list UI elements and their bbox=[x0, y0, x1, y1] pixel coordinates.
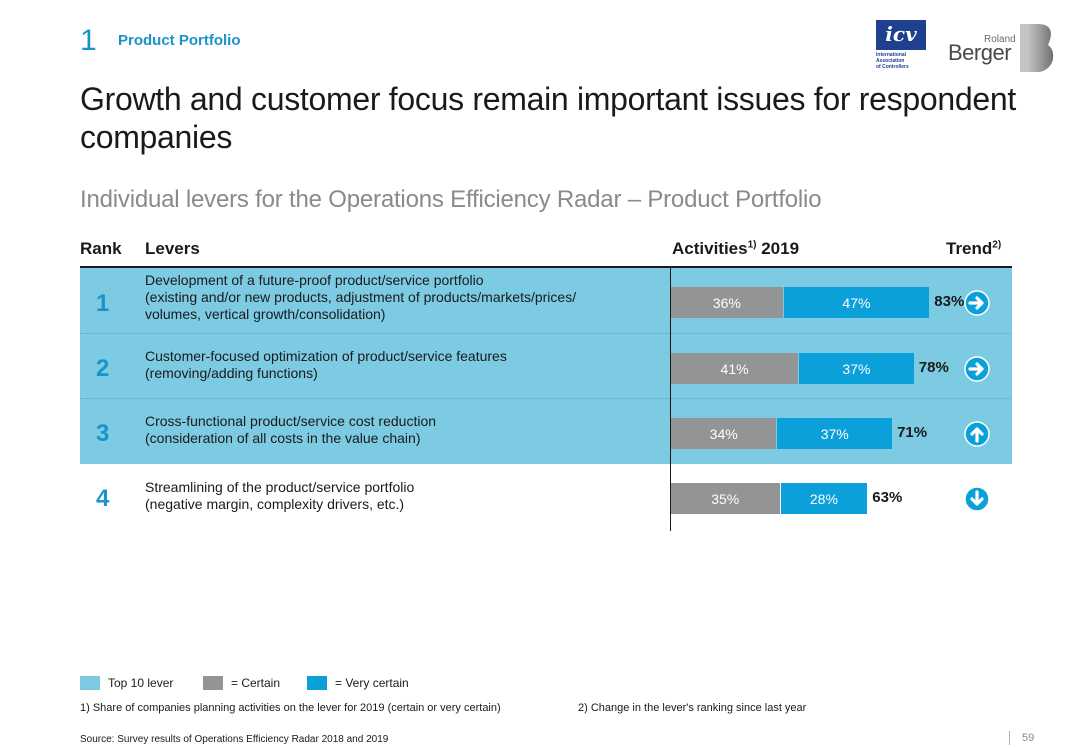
trend-up-icon bbox=[964, 421, 990, 447]
bar-total-label-3: 71% bbox=[897, 424, 928, 441]
bar-certain-4: 35% bbox=[671, 483, 780, 514]
lever-3-line-2: (consideration of all costs in the value… bbox=[145, 430, 421, 446]
col-header-levers: Levers bbox=[145, 239, 200, 258]
rb-logo-mark-icon bbox=[1020, 24, 1054, 72]
page-headline: Growth and customer focus remain importa… bbox=[80, 81, 1016, 155]
bar-total-label-1: 83% bbox=[934, 293, 965, 310]
page-number: 59 bbox=[1022, 732, 1035, 744]
lever-2-line-1: Customer-focused optimization of product… bbox=[145, 348, 507, 364]
lever-1: Development of a future-proof product/se… bbox=[145, 272, 576, 323]
icv-logo-caption-3: of Controllers bbox=[876, 64, 909, 70]
legend-label-top10: Top 10 lever bbox=[108, 676, 174, 690]
lever-3-line-1: Cross-functional product/service cost re… bbox=[145, 413, 437, 429]
icv-logo-mark: icv bbox=[876, 20, 926, 50]
footnote-2: 2) Change in the lever's ranking since l… bbox=[578, 702, 807, 714]
chart-axis-line bbox=[670, 266, 671, 531]
lever-3: Cross-functional product/service cost re… bbox=[145, 413, 436, 447]
lever-2-line-2: (removing/adding functions) bbox=[145, 365, 318, 381]
row-separator bbox=[80, 398, 1012, 399]
trend-footnote-mark: 2) bbox=[992, 239, 1002, 251]
row-separator bbox=[80, 333, 1012, 334]
lever-1-line-2: (existing and/or new products, adjustmen… bbox=[145, 289, 577, 305]
rank-3: 3 bbox=[96, 420, 110, 447]
header-rule bbox=[80, 266, 1012, 268]
activities-year: 2019 bbox=[756, 239, 800, 258]
col-header-activities: Activities1) 2019 bbox=[672, 239, 799, 259]
bar-certain-3: 34% bbox=[671, 418, 777, 449]
trend-right-icon bbox=[964, 356, 990, 382]
footnote-1: 1) Share of companies planning activitie… bbox=[80, 702, 501, 714]
trend-right-icon bbox=[964, 290, 990, 316]
bar-certain-1: 36% bbox=[671, 287, 783, 318]
legend-label-certain: = Certain bbox=[231, 676, 281, 690]
rank-4: 4 bbox=[96, 485, 110, 512]
icv-logo-caption-2: Association bbox=[876, 58, 905, 64]
legend-swatch-certain bbox=[203, 676, 223, 690]
bar-total-label-2: 78% bbox=[918, 359, 949, 376]
rb-logo-roland: Roland bbox=[984, 34, 1016, 45]
rb-logo-berger: Berger bbox=[948, 40, 1012, 65]
lever-4-line-2: (negative margin, complexity drivers, et… bbox=[145, 496, 405, 512]
page-number-divider bbox=[1009, 731, 1010, 745]
rank-2: 2 bbox=[96, 355, 110, 382]
lever-1-line-3: volumes, vertical growth/consolidation) bbox=[145, 306, 386, 322]
trend-down-icon bbox=[964, 486, 990, 512]
page-subheadline: Individual levers for the Operations Eff… bbox=[80, 186, 822, 213]
icv-logo: icv International Association of Control… bbox=[876, 20, 928, 70]
section-title: Product Portfolio bbox=[118, 32, 241, 49]
activities-label: Activities bbox=[672, 239, 748, 258]
bar-very-certain-3: 37% bbox=[777, 418, 893, 449]
col-header-trend: Trend2) bbox=[946, 239, 1001, 259]
section-number: 1 bbox=[80, 24, 97, 57]
legend-label-very-certain: = Very certain bbox=[335, 676, 409, 690]
trend-label: Trend bbox=[946, 239, 993, 258]
legend-swatch-top10 bbox=[80, 676, 100, 690]
source-note: Source: Survey results of Operations Eff… bbox=[80, 734, 389, 745]
bar-total-label-4: 63% bbox=[872, 489, 903, 506]
activities-footnote-mark: 1) bbox=[747, 239, 757, 251]
lever-4-line-1: Streamlining of the product/service port… bbox=[145, 479, 415, 495]
bar-very-certain-4: 28% bbox=[780, 483, 868, 514]
lever-2: Customer-focused optimization of product… bbox=[145, 348, 507, 382]
legend-swatch-very-certain bbox=[307, 676, 327, 690]
lever-1-line-1: Development of a future-proof product/se… bbox=[145, 272, 484, 288]
lever-4: Streamlining of the product/service port… bbox=[145, 479, 414, 513]
icv-logo-caption-1: International bbox=[876, 52, 907, 58]
bar-very-certain-1: 47% bbox=[783, 287, 930, 318]
bar-certain-2: 41% bbox=[671, 353, 799, 384]
bar-very-certain-2: 37% bbox=[799, 353, 914, 384]
col-header-rank: Rank bbox=[80, 239, 122, 258]
rank-1: 1 bbox=[96, 290, 110, 317]
